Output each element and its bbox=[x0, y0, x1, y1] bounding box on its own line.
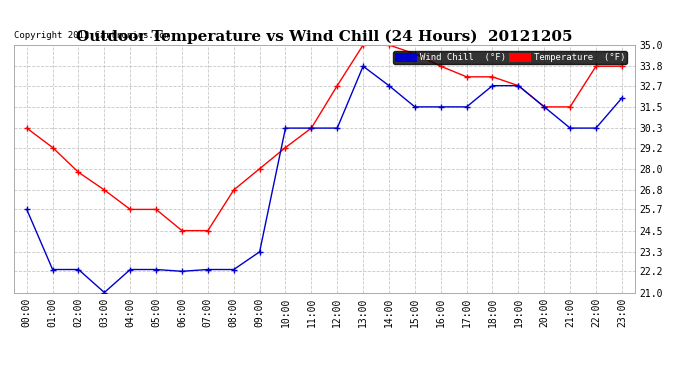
Legend: Wind Chill  (°F), Temperature  (°F): Wind Chill (°F), Temperature (°F) bbox=[393, 51, 627, 64]
Text: Copyright 2012 Cartronics.com: Copyright 2012 Cartronics.com bbox=[14, 31, 170, 40]
Title: Outdoor Temperature vs Wind Chill (24 Hours)  20121205: Outdoor Temperature vs Wind Chill (24 Ho… bbox=[76, 30, 573, 44]
